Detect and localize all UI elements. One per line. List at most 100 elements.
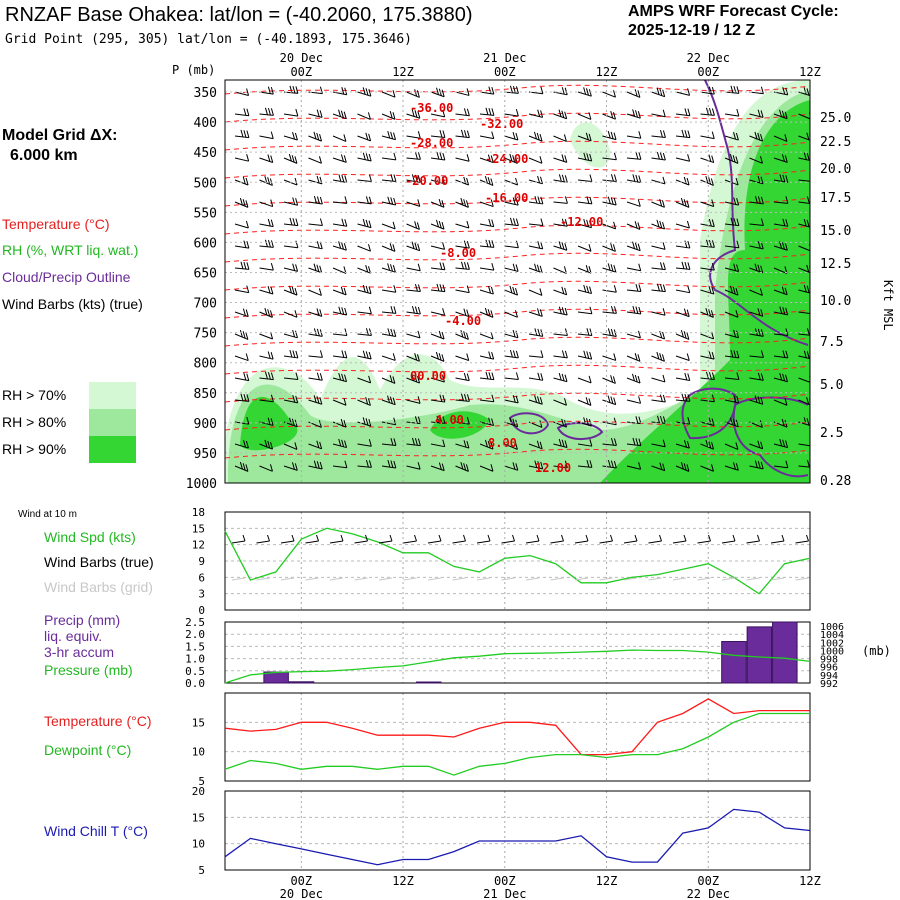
- wind-barb-flag: [417, 175, 421, 183]
- rh80-label: RH > 80%: [2, 414, 67, 430]
- wind-barb: [798, 201, 810, 205]
- wind-barb-flag: [246, 130, 250, 138]
- wind-barb-flag: [466, 108, 470, 116]
- wind-barb-flag: [245, 464, 249, 472]
- wind-barb: [455, 179, 469, 186]
- wind-barb: [577, 333, 592, 337]
- wind-barb-flag: [243, 372, 247, 381]
- wind-barb-flag: [515, 86, 519, 94]
- wind-barb: [455, 223, 470, 229]
- surface-wind-barb-flag: [781, 534, 785, 542]
- wind-barb-flag: [759, 156, 763, 164]
- pressure-unit-label: (mb): [862, 644, 891, 658]
- wind-barb-flag: [733, 218, 737, 226]
- surface-wind-barb: [476, 540, 491, 544]
- wind-barb-flag: [291, 286, 295, 295]
- wind-barb: [773, 355, 788, 359]
- wind-barb: [234, 113, 249, 117]
- wind-barb-flag: [417, 462, 421, 470]
- wind-barb-flag: [558, 306, 562, 314]
- wind-barb-flag: [340, 286, 344, 294]
- surface-wind-barb: [550, 540, 564, 544]
- wind-barb-flag: [270, 286, 274, 295]
- wind-barb: [357, 91, 372, 97]
- wind-barb-flag: [534, 195, 538, 204]
- wind-barb-flag: [246, 394, 250, 402]
- isotherm-9: [225, 336, 810, 347]
- rh-region-5: [240, 396, 298, 451]
- wind-barb-flag: [368, 89, 372, 97]
- wind-barb: [675, 465, 690, 472]
- wind-barb-flag: [760, 397, 764, 405]
- wind-barb-flag: [564, 350, 568, 358]
- wind-barb-flag: [558, 241, 562, 249]
- wind-barb-flag: [809, 174, 810, 175]
- wind-barb-flag: [785, 374, 788, 382]
- wind-barb: [553, 443, 568, 449]
- wind-barb-flag: [344, 307, 348, 316]
- wind-barb-flag: [662, 284, 666, 292]
- surface-wind-barb-flag: [732, 534, 736, 542]
- wind-barb: [357, 267, 371, 274]
- precip-panel-ytick: 2.0: [185, 628, 205, 641]
- wind-barb-flag: [736, 350, 740, 359]
- wind-barb-flag: [784, 287, 788, 295]
- wind-barb-flag: [711, 219, 715, 227]
- wind-barb: [651, 443, 666, 448]
- wind-barb-flag: [267, 351, 271, 359]
- wind-barb: [430, 355, 445, 362]
- wind-barb: [430, 91, 445, 98]
- wind-barb-flag: [613, 460, 617, 469]
- wind-barb-flag: [610, 174, 614, 182]
- wind-barb-flag: [488, 107, 492, 116]
- wind-barb: [381, 157, 396, 161]
- temp-panel-ytick: 10: [192, 746, 205, 759]
- wind-barb: [332, 157, 347, 163]
- wind-barb: [553, 245, 567, 251]
- wind-barb: [773, 201, 788, 204]
- wind-barb-flag: [295, 218, 299, 226]
- wind-barb-flag: [809, 460, 810, 461]
- wind-barb: [749, 399, 763, 405]
- wind-barb-flag: [662, 416, 666, 424]
- wind-barb-flag: [463, 130, 467, 138]
- wind-barb-flag: [338, 306, 342, 314]
- wind-barb-flag: [735, 419, 739, 427]
- wind-barb-flag: [537, 372, 541, 380]
- grid-wind-barb: [403, 577, 417, 581]
- wind-barb-flag: [435, 351, 439, 360]
- wind-barb: [749, 245, 764, 250]
- wind-barb-flag: [782, 218, 786, 226]
- wind-barb-flag: [784, 111, 788, 119]
- wind-barb-flag: [711, 418, 715, 426]
- wind-barb-flag: [785, 219, 789, 227]
- wind-barb-flag: [736, 240, 740, 248]
- wind-barb-flag: [680, 461, 684, 470]
- wind-barb-flag: [585, 397, 589, 405]
- wind-barb-flag: [270, 372, 274, 380]
- wind-barb-flag: [781, 286, 785, 294]
- height-tick-2: 20.0: [820, 162, 851, 177]
- wind-barb: [381, 135, 396, 141]
- wind-barb-flag: [442, 242, 446, 250]
- wind-barb-flag: [539, 309, 543, 317]
- grid-wind-barb: [525, 577, 540, 581]
- wind-barb-flag: [656, 151, 660, 160]
- wind-barb: [651, 179, 666, 185]
- wind-barb: [234, 91, 249, 96]
- wind-barb: [651, 289, 666, 293]
- wind-barb-flag: [561, 286, 565, 294]
- wind-barb-flag: [586, 153, 590, 161]
- wind-barb-flag: [344, 440, 348, 448]
- wind-barb: [553, 289, 567, 296]
- wind-barb-flag: [782, 373, 786, 382]
- wind-barb-flag: [613, 152, 617, 160]
- wind-barb: [724, 245, 739, 249]
- wind-barb: [406, 465, 421, 470]
- wind-barb-flag: [632, 174, 636, 182]
- wind-barb-flag: [806, 418, 810, 426]
- wind-barb-flag: [736, 372, 740, 380]
- bottom-day-label: 20 Dec: [280, 887, 323, 900]
- wind-barb-flag: [294, 156, 298, 164]
- surface-wind-barb: [697, 540, 711, 544]
